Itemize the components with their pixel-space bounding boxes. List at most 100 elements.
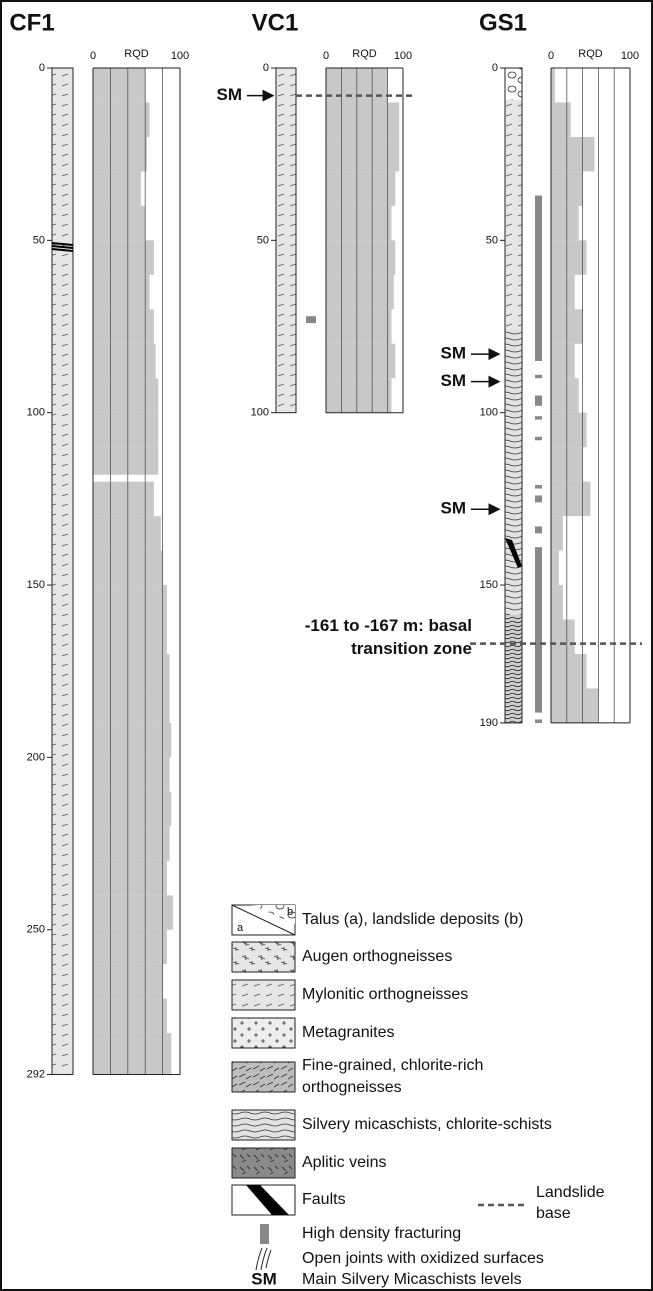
rqd-bar <box>551 688 598 722</box>
rqd-bar <box>93 585 167 619</box>
legend-label: Main Silvery Micaschists levels <box>302 1271 522 1288</box>
x-tick-label: 100 <box>394 50 412 62</box>
legend-label: Landslide <box>536 1184 605 1201</box>
y-tick-label: 50 <box>33 234 45 246</box>
rqd-bar <box>326 309 391 343</box>
page: {"chart_data": [ {"type": "bar", "orient… <box>0 0 653 1291</box>
legend-label: Open joints with oxidized surfaces <box>302 1250 544 1267</box>
legend-icon <box>232 980 295 1010</box>
rqd-bar <box>551 344 575 378</box>
legend-icon <box>232 1110 295 1140</box>
legend-icon <box>232 942 295 972</box>
x-axis-label: RQD <box>578 48 603 60</box>
lithology <box>505 68 522 100</box>
rqd-bar <box>551 654 587 688</box>
rqd-bar <box>93 378 158 412</box>
panel-title: CF1 <box>9 9 54 36</box>
rqd-bar <box>551 585 563 619</box>
rqd-bar <box>551 240 587 274</box>
icon-label: a <box>237 922 244 934</box>
fracturing <box>535 526 542 533</box>
transition-note: -161 to -167 m: basal <box>305 616 472 635</box>
x-tick-label: 0 <box>90 50 96 62</box>
rqd-bar <box>93 447 158 475</box>
x-axis-label: RQD <box>352 48 377 60</box>
icon-label: b <box>287 906 293 918</box>
rqd-bar <box>93 1033 171 1074</box>
legend-label: base <box>536 1205 571 1222</box>
fracturing <box>535 437 542 440</box>
sm-label: SM <box>441 344 467 363</box>
x-axis-label: RQD <box>124 48 149 60</box>
legend-label: Aplitic veins <box>302 1154 386 1171</box>
rqd-bar <box>93 206 145 240</box>
fracturing <box>535 547 542 712</box>
fracturing <box>535 395 542 405</box>
rqd-bar <box>93 137 147 171</box>
rqd-bar <box>326 137 399 171</box>
rqd-bar <box>93 688 170 722</box>
legend-icon <box>232 1018 295 1048</box>
y-tick-label: 292 <box>27 1068 45 1080</box>
y-tick-label: 250 <box>27 924 45 936</box>
rqd-bar <box>93 999 167 1033</box>
legend-label: Fine-grained, chlorite-rich <box>302 1057 483 1074</box>
rqd-bar <box>93 895 173 929</box>
rqd-bar <box>551 68 555 102</box>
rqd-bar <box>551 413 587 447</box>
rqd-bar <box>551 620 575 654</box>
sm-label: SM <box>217 85 243 104</box>
rqd-bar <box>326 171 395 205</box>
x-tick-label: 0 <box>548 50 554 62</box>
rqd-bar <box>326 275 394 309</box>
sm-label: SM <box>441 371 467 390</box>
rqd-bar <box>93 792 171 826</box>
legend-label: Talus (a), landslide deposits (b) <box>302 911 523 928</box>
lithology <box>505 615 522 723</box>
rqd-bar <box>551 378 579 412</box>
legend-symbol: SM <box>251 1269 277 1288</box>
y-tick-label: 0 <box>263 62 269 74</box>
figure: CF10501001502002502920100RQDVC1050100010… <box>0 0 653 1291</box>
rqd-bar <box>326 378 391 412</box>
rqd-bar <box>93 723 171 757</box>
rqd-bar <box>93 620 167 654</box>
legend-label: Mylonitic orthogneisses <box>302 986 468 1003</box>
rqd-bar <box>326 240 395 274</box>
rqd-bar <box>326 102 399 136</box>
fracturing <box>535 375 542 378</box>
legend-label: High density fracturing <box>302 1225 461 1242</box>
rqd-bar <box>551 482 591 516</box>
rqd-bar <box>93 102 150 136</box>
rqd-bar <box>551 137 594 171</box>
rqd-bar <box>93 482 154 516</box>
rqd-bar <box>93 171 141 205</box>
y-tick-label: 50 <box>486 234 498 246</box>
transition-note: transition zone <box>351 639 472 658</box>
rqd-bar <box>326 344 395 378</box>
rqd-bar <box>93 516 161 550</box>
legend-label: Faults <box>302 1191 346 1208</box>
rqd-bar <box>93 757 170 791</box>
panel-title: VC1 <box>252 9 299 36</box>
lithology <box>505 100 522 330</box>
rqd-bar <box>93 861 167 895</box>
panel-title: GS1 <box>479 9 527 36</box>
y-tick-label: 150 <box>480 579 498 591</box>
y-tick-label: 50 <box>257 234 269 246</box>
rqd-bar <box>551 102 571 136</box>
rqd-bar <box>93 68 145 102</box>
x-tick-label: 100 <box>621 50 639 62</box>
rqd-bar <box>93 930 167 964</box>
x-tick-label: 100 <box>171 50 189 62</box>
legend-label: Augen orthogneisses <box>302 948 452 965</box>
rqd-bar <box>93 413 158 447</box>
fracturing <box>535 485 542 488</box>
rqd-bar <box>551 516 563 550</box>
y-tick-label: 100 <box>480 407 498 419</box>
fracturing <box>306 316 316 323</box>
rqd-bar <box>93 826 170 860</box>
x-tick-label: 0 <box>323 50 329 62</box>
lithology <box>505 330 522 615</box>
fracturing <box>535 719 542 722</box>
